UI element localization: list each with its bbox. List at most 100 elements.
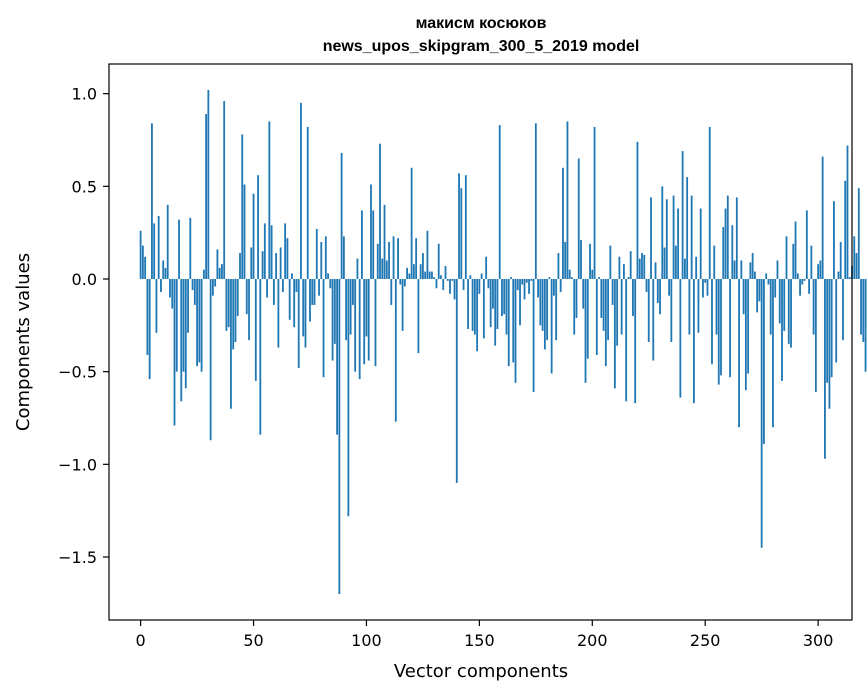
bar-component-313: [846, 145, 849, 279]
bar-component-75: [309, 278, 311, 322]
bar-component-248: [699, 208, 702, 279]
bar-component-144: [464, 175, 467, 279]
bar-component-204: [600, 278, 603, 318]
bar-component-210: [613, 278, 616, 389]
bar-component-197: [584, 278, 587, 383]
bar-component-238: [677, 208, 680, 279]
bar-component-189: [566, 121, 569, 279]
bar-component-271: [751, 253, 754, 279]
bar-component-269: [747, 278, 750, 374]
bar-component-126: [424, 271, 427, 279]
bar-component-237: [674, 245, 677, 279]
bar-component-232: [663, 247, 666, 279]
bar-component-40: [230, 278, 232, 409]
bar-component-95: [354, 278, 357, 372]
bar-component-190: [568, 269, 571, 279]
y-axis-label: Components values: [13, 253, 34, 431]
bar-component-82: [324, 236, 327, 279]
bar-component-283: [778, 278, 781, 324]
bar-component-205: [602, 278, 605, 331]
bar-component-230: [659, 278, 661, 315]
bar-component-165: [512, 278, 515, 363]
bar-component-291: [796, 273, 799, 279]
bar-component-314: [848, 277, 851, 279]
bar-component-123: [417, 278, 420, 354]
bar-component-104: [374, 278, 377, 367]
bar-component-29: [205, 114, 208, 279]
bar-component-200: [591, 269, 594, 279]
bar-component-60: [275, 253, 278, 279]
bar-component-0: [139, 230, 142, 279]
bar-component-11: [164, 267, 167, 279]
chart-title-line-2: news_upos_skipgram_300_5_2019 model: [323, 38, 640, 55]
bar-component-168: [519, 278, 521, 326]
bar-component-287: [787, 278, 790, 344]
bar-component-301: [819, 260, 822, 279]
bar-component-9: [160, 278, 162, 292]
bar-component-89: [340, 152, 343, 279]
bar-component-129: [431, 271, 433, 279]
bar-component-135: [444, 266, 447, 279]
bar-component-208: [609, 245, 612, 279]
bar-component-209: [611, 278, 614, 305]
bar-component-145: [467, 278, 469, 330]
bar-component-221: [638, 258, 641, 279]
bar-component-50: [252, 193, 255, 279]
bar-component-256: [717, 278, 720, 385]
bar-component-112: [392, 236, 395, 279]
bar-component-105: [376, 243, 379, 279]
bar-component-7: [155, 278, 158, 333]
bar-component-253: [711, 278, 713, 365]
bar-component-175: [534, 123, 537, 279]
bar-component-1: [141, 245, 144, 279]
bar-component-234: [668, 278, 670, 296]
bar-component-4: [148, 278, 151, 380]
bar-component-174: [532, 278, 535, 393]
bar-component-85: [331, 278, 334, 361]
x-tick-label-1: 50: [243, 631, 263, 650]
bar-component-113: [394, 278, 397, 422]
x-axis-label: Vector components: [394, 661, 568, 682]
bar-component-44: [239, 253, 241, 279]
bar-component-184: [555, 278, 558, 341]
bar-component-270: [749, 262, 752, 279]
bar-component-68: [293, 278, 296, 328]
bar-component-84: [329, 278, 332, 289]
bar-component-37: [223, 101, 226, 279]
bar-component-26: [198, 278, 201, 363]
bar-component-192: [573, 278, 576, 335]
bar-component-132: [437, 243, 440, 279]
bar-component-160: [501, 278, 503, 317]
bar-component-167: [516, 278, 519, 291]
bar-component-103: [372, 210, 375, 279]
bar-component-305: [828, 278, 831, 409]
bar-component-240: [681, 151, 684, 279]
bar-component-111: [390, 278, 393, 305]
bar-component-308: [835, 278, 838, 363]
bar-component-212: [618, 256, 621, 279]
bar-component-298: [812, 278, 815, 335]
bar-component-130: [433, 277, 436, 279]
bar-component-284: [781, 278, 783, 381]
bar-component-19: [182, 278, 185, 372]
bar-component-316: [853, 236, 856, 279]
bar-component-319: [860, 278, 862, 335]
bar-component-201: [593, 127, 596, 279]
bar-component-15: [173, 278, 176, 426]
bar-component-236: [672, 195, 675, 279]
bar-component-235: [670, 278, 673, 342]
bar-component-152: [482, 278, 485, 339]
bar-component-67: [291, 273, 293, 279]
bar-component-56: [266, 278, 268, 298]
bar-component-21: [187, 278, 189, 333]
bar-component-17: [178, 219, 180, 279]
y-axis-ticks: −1.5 −1.0 −0.5 0.0 0.5 1.0: [58, 85, 109, 567]
bar-component-268: [744, 278, 747, 391]
bar-component-142: [460, 188, 463, 279]
bar-component-51: [254, 278, 257, 381]
bar-component-292: [799, 278, 801, 296]
bar-component-262: [731, 225, 734, 279]
bar-component-139: [453, 278, 456, 300]
bar-component-177: [539, 278, 542, 326]
bar-component-215: [625, 278, 628, 402]
